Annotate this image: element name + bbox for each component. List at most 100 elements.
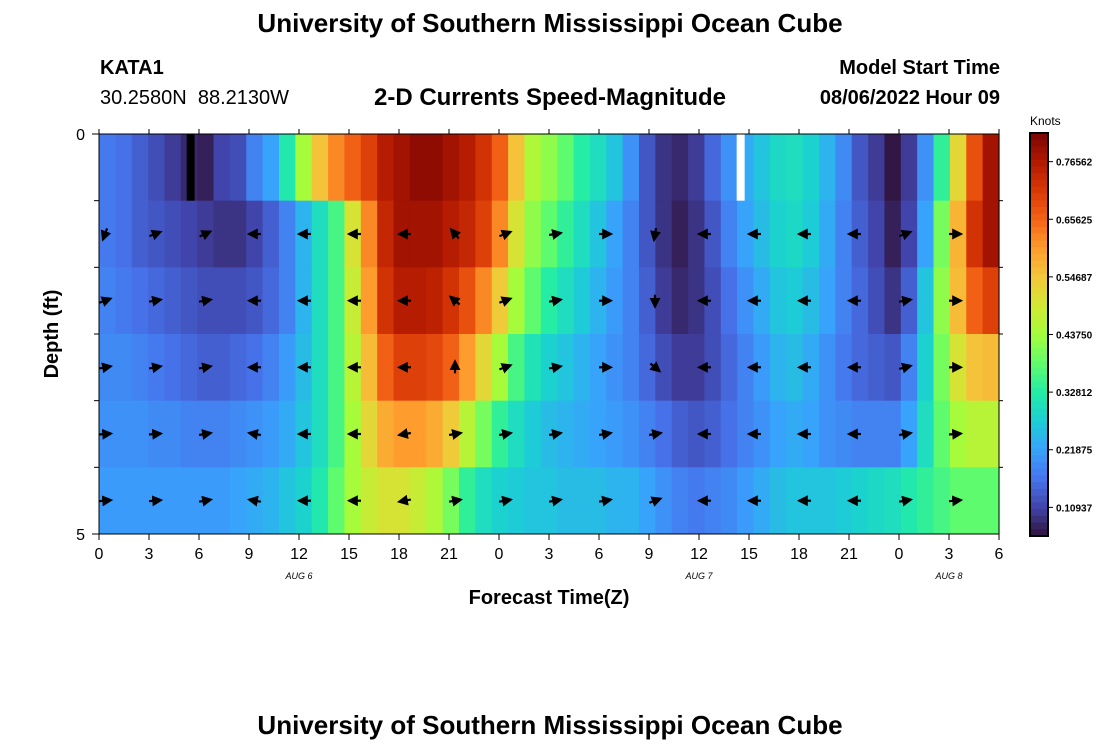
heatmap-cell bbox=[115, 267, 133, 335]
colorbar-tick-label: 0.43750 bbox=[1056, 331, 1093, 342]
colorbar-segment bbox=[1030, 206, 1048, 215]
current-vector-arrow bbox=[448, 295, 461, 307]
heatmap-cell bbox=[884, 134, 902, 202]
heatmap-cell bbox=[475, 134, 493, 202]
heatmap-cell bbox=[377, 467, 395, 535]
heatmap-cell bbox=[508, 334, 526, 402]
heatmap-cell bbox=[688, 467, 706, 535]
colorbar-segment bbox=[1030, 274, 1048, 282]
heatmap-cell bbox=[459, 467, 476, 535]
heatmap-cell bbox=[508, 200, 526, 268]
heatmap-cell bbox=[229, 267, 247, 335]
heatmap-cell bbox=[246, 134, 264, 202]
heatmap-cell bbox=[868, 134, 886, 202]
heatmap-cell bbox=[262, 134, 280, 202]
heatmap-cell bbox=[459, 334, 476, 402]
heatmap-cell bbox=[639, 267, 656, 335]
heatmap-cell bbox=[753, 200, 771, 268]
heatmap-cell bbox=[491, 267, 509, 335]
colorbar-segment bbox=[1030, 166, 1048, 174]
heatmap-cell bbox=[557, 400, 575, 468]
heatmap-cell bbox=[311, 400, 329, 468]
heatmap-cell bbox=[426, 200, 444, 268]
heatmap-cell bbox=[262, 467, 280, 535]
heatmap-cell bbox=[508, 267, 526, 335]
heatmap-cell bbox=[573, 334, 591, 402]
heatmap-cell bbox=[704, 334, 722, 402]
heatmap-cell bbox=[115, 134, 133, 202]
station-coordinates: 30.2580N 88.2130W bbox=[100, 87, 289, 110]
colorbar-segment bbox=[1030, 300, 1048, 309]
heatmap-cell bbox=[655, 467, 673, 535]
heatmap-cell bbox=[769, 134, 787, 202]
heatmap-cell bbox=[868, 400, 886, 468]
heatmap-cell bbox=[982, 334, 1000, 402]
x-tick-label: 12 bbox=[290, 546, 308, 563]
heatmap-cell bbox=[622, 334, 640, 402]
current-vector-arrow bbox=[198, 429, 214, 440]
current-vector-arrow bbox=[198, 495, 214, 507]
heatmap-cell bbox=[786, 467, 804, 535]
heatmap-cell bbox=[655, 400, 673, 468]
heatmap-cell bbox=[769, 267, 787, 335]
heatmap-cell bbox=[982, 134, 1000, 202]
heatmap-cell bbox=[131, 134, 149, 202]
colorbar-segment bbox=[1030, 227, 1048, 235]
colorbar-tick-label: 0.10937 bbox=[1056, 503, 1093, 514]
colorbar-segment bbox=[1030, 347, 1048, 356]
colorbar-segment bbox=[1030, 354, 1048, 362]
heatmap-cell bbox=[639, 200, 656, 268]
heatmap-cell bbox=[115, 200, 133, 268]
colorbar-segment bbox=[1030, 455, 1048, 463]
colorbar-segment bbox=[1030, 180, 1048, 188]
heatmap-cell bbox=[622, 467, 640, 535]
heatmap-cell bbox=[311, 334, 329, 402]
current-vector-arrow bbox=[99, 296, 113, 307]
heatmap-cell bbox=[524, 200, 542, 268]
current-vector-arrow bbox=[898, 362, 913, 374]
heatmap-cell bbox=[229, 400, 247, 468]
heatmap-cell bbox=[671, 134, 689, 202]
heatmap-cell bbox=[442, 200, 460, 268]
heatmap-cell bbox=[671, 400, 689, 468]
x-tick-label: 0 bbox=[895, 546, 904, 563]
current-vector-arrow bbox=[649, 496, 663, 507]
heatmap-cell bbox=[524, 134, 542, 202]
heatmap-cell bbox=[720, 134, 738, 202]
missing-data-cell bbox=[186, 134, 195, 201]
heatmap-cell bbox=[671, 200, 689, 268]
colorbar-segment bbox=[1030, 509, 1048, 517]
heatmap-cell bbox=[688, 134, 706, 202]
heatmap-cell bbox=[949, 134, 967, 202]
x-tick-label: 12 bbox=[690, 546, 708, 563]
colorbar-segment bbox=[1030, 522, 1048, 530]
heatmap-cell bbox=[917, 200, 935, 268]
colorbar-segment bbox=[1030, 200, 1048, 208]
heatmap-cell bbox=[442, 134, 460, 202]
heatmap-cell bbox=[917, 267, 935, 335]
current-vector-arrow bbox=[898, 495, 914, 507]
colorbar-segment bbox=[1030, 173, 1048, 181]
heatmap-cell bbox=[360, 134, 378, 202]
colorbar-segment bbox=[1030, 495, 1048, 504]
heatmap-cell bbox=[426, 467, 444, 535]
colorbar-tick-label: 0.54687 bbox=[1056, 273, 1093, 284]
heatmap-cell bbox=[377, 334, 395, 402]
heatmap-cell bbox=[704, 134, 722, 202]
x-tick-label: 18 bbox=[790, 546, 808, 563]
heatmap-cell bbox=[982, 200, 1000, 268]
heatmap-cell bbox=[180, 400, 198, 468]
current-vector-arrow bbox=[948, 428, 964, 440]
x-tick-label: 6 bbox=[995, 546, 1004, 563]
heatmap-cell bbox=[753, 267, 771, 335]
colorbar-segment bbox=[1030, 502, 1048, 510]
heatmap-cell bbox=[377, 200, 395, 268]
x-tick-label: 3 bbox=[145, 546, 154, 563]
heatmap-cell bbox=[819, 400, 836, 468]
current-vector-arrow bbox=[448, 495, 464, 507]
heatmap-cell bbox=[835, 467, 853, 535]
current-vector-arrow bbox=[246, 429, 262, 440]
station-latitude: 30.2580N bbox=[100, 87, 187, 109]
heatmap-cell bbox=[279, 400, 296, 468]
